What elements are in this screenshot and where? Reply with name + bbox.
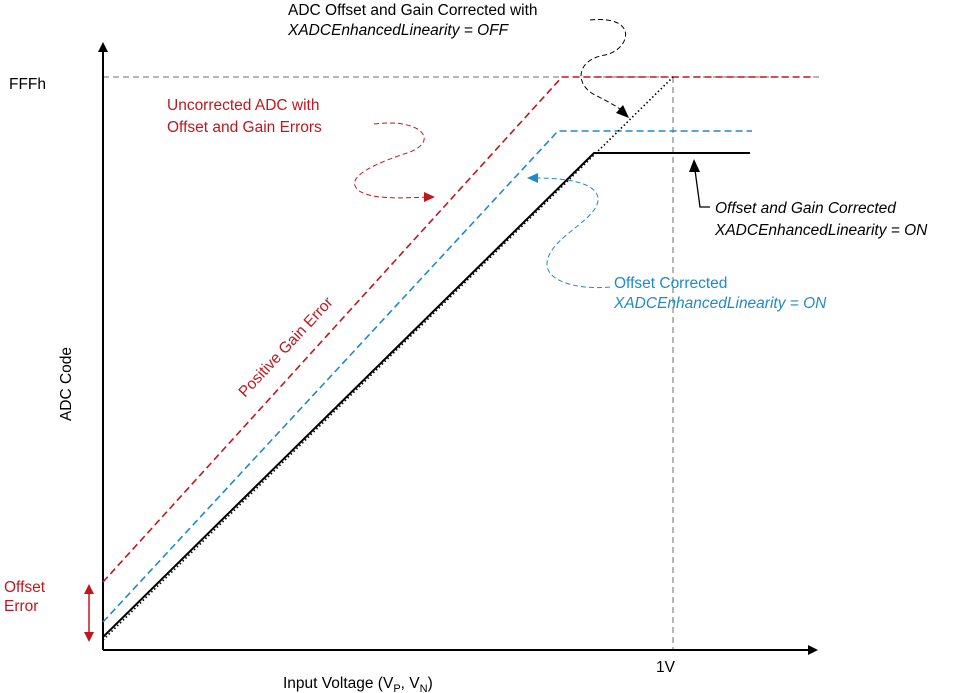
y-axis-title: ADC Code — [58, 347, 75, 421]
uncorrected-callout-arrowhead — [424, 192, 435, 202]
x-axis-subscript-p: P — [393, 683, 400, 693]
uncorrected-callout-curve — [354, 122, 429, 199]
x-axis-title: Input Voltage (VP, VN) — [283, 675, 433, 693]
annotation-positive-gain-error: Positive Gain Error — [235, 294, 336, 401]
gain-on-callout-line — [694, 169, 710, 208]
gain-corrected-off-line — [102, 76, 674, 641]
x-axis-subscript-n: N — [420, 683, 428, 693]
offset-on-callout-arrowhead — [527, 173, 538, 183]
offset-corrected-line — [102, 130, 752, 623]
offset-on-callout-curve — [535, 177, 611, 289]
annotation-gain-corrected-off: ADC Offset and Gain Corrected with XADCE… — [287, 2, 542, 39]
annotation-uncorrected: Uncorrected ADC with Offset and Gain Err… — [167, 97, 324, 136]
uncorrected-adc-line — [102, 76, 812, 583]
annotation-gain-corrected-on: Offset and Gain Corrected XADCEnhancedLi… — [714, 200, 928, 239]
off-callout-arrowhead — [616, 105, 629, 118]
gain-corrected-on-line — [102, 152, 750, 638]
x-tick-label-1v: 1V — [656, 659, 676, 676]
offset-error-label: Offset Error — [4, 579, 49, 615]
annotation-offset-corrected: Offset Corrected XADCEnhancedLinearity =… — [613, 275, 827, 312]
y-tick-label-fffh: FFFh — [9, 76, 46, 93]
off-callout-curve — [580, 19, 627, 113]
gain-on-callout-arrowhead — [689, 159, 700, 172]
